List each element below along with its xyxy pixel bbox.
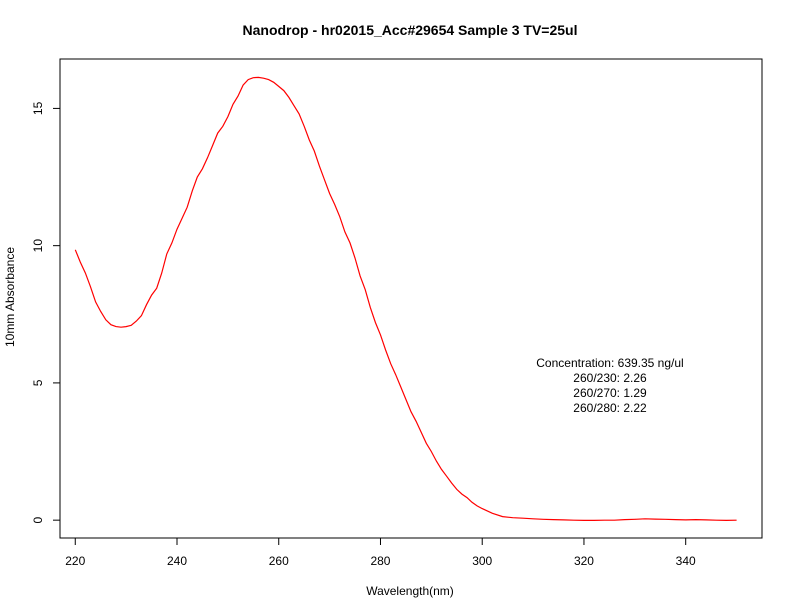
x-tick-label: 300: [472, 554, 492, 568]
stats-annotation: Concentration: 639.35 ng/ul 260/230: 2.2…: [536, 356, 683, 415]
y-axis-label: 10mm Absorbance: [3, 247, 17, 347]
x-tick-label: 220: [65, 554, 85, 568]
y-tick-label: 10: [31, 239, 45, 253]
chart-title: Nanodrop - hr02015_Acc#29654 Sample 3 TV…: [243, 22, 578, 38]
concentration-text: Concentration: 639.35 ng/ul: [536, 356, 683, 370]
x-tick-label: 320: [574, 554, 594, 568]
x-tick-label: 280: [370, 554, 390, 568]
x-axis: 220 240 260 280 300 320 340: [65, 538, 696, 568]
y-axis: 0 5 10 15: [31, 101, 60, 524]
ratio-260-280-text: 260/280: 2.22: [573, 401, 647, 415]
ratio-260-270-text: 260/270: 1.29: [573, 386, 647, 400]
y-tick-label: 5: [31, 379, 45, 386]
x-tick-label: 260: [269, 554, 289, 568]
absorbance-series-line: [74, 76, 737, 522]
x-axis-label: Wavelength(nm): [366, 584, 454, 598]
x-tick-label: 340: [676, 554, 696, 568]
x-tick-label: 240: [167, 554, 187, 568]
ratio-260-230-text: 260/230: 2.26: [573, 371, 647, 385]
y-tick-label: 0: [31, 517, 45, 524]
plot-area: [59, 58, 763, 539]
y-tick-label: 15: [31, 101, 45, 115]
